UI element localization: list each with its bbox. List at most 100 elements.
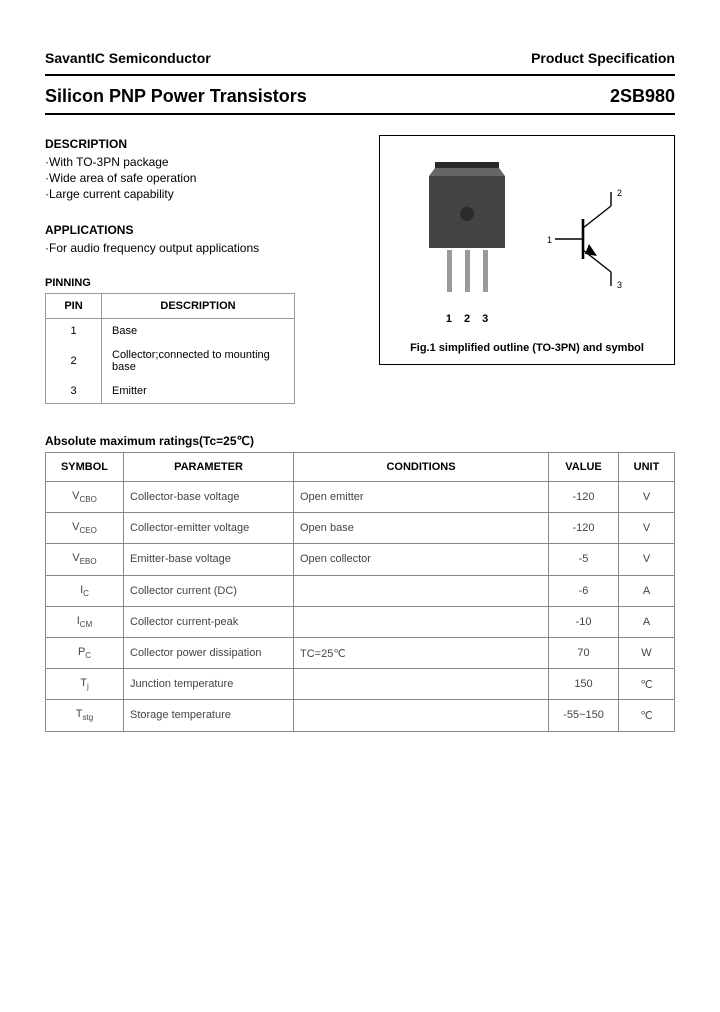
rating-value: -120: [549, 513, 619, 544]
table-row: VEBOEmitter-base voltageOpen collector-5…: [46, 544, 675, 575]
rating-unit: ℃: [619, 669, 675, 700]
rating-cond: Open base: [294, 513, 549, 544]
rating-value: -10: [549, 606, 619, 637]
table-row: ICMCollector current-peak -10A: [46, 606, 675, 637]
rating-value: 150: [549, 669, 619, 700]
table-row: TjJunction temperature 150℃: [46, 669, 675, 700]
app-item: ·For audio frequency output applications: [45, 241, 365, 255]
part-number: 2SB980: [610, 86, 675, 107]
col-value: VALUE: [549, 453, 619, 482]
applications-list: ·For audio frequency output applications: [45, 241, 365, 255]
pkg-pin-3: 3: [482, 313, 488, 325]
pinning-heading: PINNING: [45, 277, 365, 289]
figure-caption: Fig.1 simplified outline (TO-3PN) and sy…: [388, 342, 666, 354]
pin-desc: Collector;connected to mounting base: [102, 343, 295, 379]
company-name: SavantIC Semiconductor: [45, 50, 211, 66]
spec-label: Product Specification: [531, 50, 675, 66]
sym-pin-1-label: 1: [547, 235, 552, 245]
rating-param: Collector power dissipation: [124, 637, 294, 668]
ratings-heading: Absolute maximum ratings(Tc=25℃): [45, 434, 675, 448]
rating-unit: ℃: [619, 700, 675, 731]
ratings-table: SYMBOL PARAMETER CONDITIONS VALUE UNIT V…: [45, 452, 675, 732]
rating-cond: [294, 700, 549, 731]
col-conditions: CONDITIONS: [294, 453, 549, 482]
rating-unit: A: [619, 606, 675, 637]
datasheet-page: SavantIC Semiconductor Product Specifica…: [0, 0, 720, 762]
rating-cond: [294, 606, 549, 637]
pin-col-header: PIN: [46, 294, 102, 319]
rating-param: Collector-emitter voltage: [124, 513, 294, 544]
rating-value: -6: [549, 575, 619, 606]
rating-unit: V: [619, 544, 675, 575]
rating-symbol: Tstg: [46, 700, 124, 731]
title-bar: Silicon PNP Power Transistors 2SB980: [45, 86, 675, 107]
rating-cond: [294, 669, 549, 700]
desc-item: ·With TO-3PN package: [45, 155, 365, 169]
rating-symbol: IC: [46, 575, 124, 606]
rating-value: -55~150: [549, 700, 619, 731]
figure-box: 1 2 3 1 2: [379, 135, 675, 365]
table-row: TstgStorage temperature -55~150℃: [46, 700, 675, 731]
pkg-pin-2: 2: [464, 313, 470, 325]
rating-cond: Open emitter: [294, 482, 549, 513]
description-list: ·With TO-3PN package ·Wide area of safe …: [45, 155, 365, 201]
rating-param: Collector current-peak: [124, 606, 294, 637]
rating-cond: [294, 575, 549, 606]
col-parameter: PARAMETER: [124, 453, 294, 482]
rating-symbol: VCBO: [46, 482, 124, 513]
table-row: 3 Emitter: [46, 379, 295, 404]
pin-desc: Emitter: [102, 379, 295, 404]
rating-param: Junction temperature: [124, 669, 294, 700]
applications-heading: APPLICATIONS: [45, 223, 365, 237]
table-row: 1 Base: [46, 319, 295, 344]
pin-num: 2: [46, 343, 102, 379]
rating-symbol: ICM: [46, 606, 124, 637]
sym-pin-3-label: 3: [617, 280, 622, 290]
transistor-package-drawing: 1 2 3: [419, 156, 515, 325]
desc-item: ·Large current capability: [45, 187, 365, 201]
rating-param: Storage temperature: [124, 700, 294, 731]
rating-value: -120: [549, 482, 619, 513]
pin-num: 1: [46, 319, 102, 344]
desc-item: ·Wide area of safe operation: [45, 171, 365, 185]
rating-value: -5: [549, 544, 619, 575]
description-heading: DESCRIPTION: [45, 137, 365, 151]
col-unit: UNIT: [619, 453, 675, 482]
rating-unit: V: [619, 513, 675, 544]
rating-param: Emitter-base voltage: [124, 544, 294, 575]
table-row: VCBOCollector-base voltageOpen emitter-1…: [46, 482, 675, 513]
header-bar: SavantIC Semiconductor Product Specifica…: [45, 50, 675, 66]
rating-cond: Open collector: [294, 544, 549, 575]
rating-symbol: Tj: [46, 669, 124, 700]
pin-desc: Base: [102, 319, 295, 344]
product-title: Silicon PNP Power Transistors: [45, 86, 307, 107]
rating-unit: W: [619, 637, 675, 668]
rating-param: Collector-base voltage: [124, 482, 294, 513]
transistor-symbol-drawing: 1 2 3: [545, 184, 635, 297]
sym-pin-2-label: 2: [617, 188, 622, 198]
rating-param: Collector current (DC): [124, 575, 294, 606]
package-pin-labels: 1 2 3: [419, 313, 515, 325]
rule-top: [45, 74, 675, 76]
figure-inner: 1 2 3 1 2: [388, 150, 666, 330]
table-row: VCEOCollector-emitter voltageOpen base-1…: [46, 513, 675, 544]
table-row: PCCollector power dissipationTC=25℃70W: [46, 637, 675, 668]
table-row: ICCollector current (DC) -6A: [46, 575, 675, 606]
pin-desc-header: DESCRIPTION: [102, 294, 295, 319]
rating-unit: A: [619, 575, 675, 606]
symbol-icon: 1 2 3: [545, 184, 635, 294]
package-icon: [419, 156, 515, 306]
upper-row: DESCRIPTION ·With TO-3PN package ·Wide a…: [45, 115, 675, 404]
pin-num: 3: [46, 379, 102, 404]
rating-unit: V: [619, 482, 675, 513]
pkg-pin-1: 1: [446, 313, 452, 325]
upper-left-col: DESCRIPTION ·With TO-3PN package ·Wide a…: [45, 115, 365, 404]
rating-symbol: VEBO: [46, 544, 124, 575]
rating-value: 70: [549, 637, 619, 668]
rating-symbol: PC: [46, 637, 124, 668]
rating-symbol: VCEO: [46, 513, 124, 544]
ratings-header-row: SYMBOL PARAMETER CONDITIONS VALUE UNIT: [46, 453, 675, 482]
table-row: 2 Collector;connected to mounting base: [46, 343, 295, 379]
col-symbol: SYMBOL: [46, 453, 124, 482]
pinning-table: PIN DESCRIPTION 1 Base 2 Collector;conne…: [45, 293, 295, 404]
